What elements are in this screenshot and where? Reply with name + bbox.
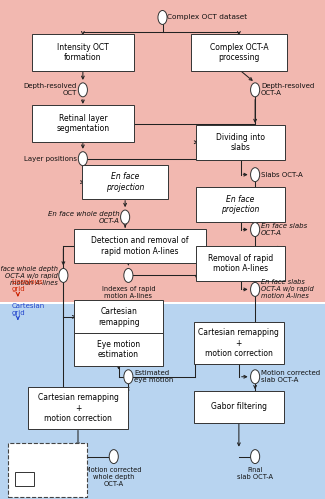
Text: Lissajous
grid: Lissajous grid	[11, 279, 43, 292]
Text: Data: Data	[32, 457, 49, 463]
FancyBboxPatch shape	[8, 443, 87, 497]
Text: Indexes of rapid
motion A-lines: Indexes of rapid motion A-lines	[101, 286, 155, 299]
Circle shape	[109, 450, 118, 464]
Text: Motion corrected
slab OCT-A: Motion corrected slab OCT-A	[261, 370, 320, 383]
Text: Depth-resolved
OCT-A: Depth-resolved OCT-A	[261, 83, 314, 96]
Circle shape	[251, 168, 260, 182]
FancyBboxPatch shape	[15, 472, 34, 486]
Circle shape	[251, 370, 260, 384]
Text: Complex OCT dataset: Complex OCT dataset	[167, 14, 248, 20]
Text: En face
projection: En face projection	[221, 195, 260, 214]
Circle shape	[59, 268, 68, 282]
FancyBboxPatch shape	[196, 187, 285, 222]
Text: En face
projection: En face projection	[106, 173, 144, 192]
Text: En face slabs
OCT-A: En face slabs OCT-A	[261, 223, 307, 236]
Bar	[0, 0, 325, 302]
Text: Layer positions: Layer positions	[24, 156, 77, 162]
Text: Cartesian remapping
+
motion correction: Cartesian remapping + motion correction	[38, 393, 118, 423]
Text: Cartesian
grid: Cartesian grid	[11, 303, 45, 316]
Circle shape	[124, 370, 133, 384]
Circle shape	[20, 454, 29, 467]
Text: Dividing into
slabs: Dividing into slabs	[216, 133, 265, 152]
Text: Process: Process	[32, 476, 59, 482]
Circle shape	[78, 83, 87, 97]
Text: Cartesian remapping
+
motion correction: Cartesian remapping + motion correction	[199, 328, 279, 358]
Text: Slabs OCT-A: Slabs OCT-A	[261, 172, 303, 178]
Text: Final
slab OCT-A: Final slab OCT-A	[237, 467, 273, 480]
Text: Removal of rapid
motion A-lines: Removal of rapid motion A-lines	[208, 254, 273, 273]
Circle shape	[251, 450, 260, 464]
Text: Intensity OCT
formation: Intensity OCT formation	[57, 43, 109, 62]
FancyBboxPatch shape	[32, 34, 134, 71]
Circle shape	[158, 10, 167, 24]
Circle shape	[251, 83, 260, 97]
FancyBboxPatch shape	[196, 247, 285, 280]
Text: Retinal layer
segmentation: Retinal layer segmentation	[56, 114, 110, 133]
Text: Complex OCT-A
processing: Complex OCT-A processing	[210, 43, 268, 62]
FancyBboxPatch shape	[191, 34, 287, 71]
FancyBboxPatch shape	[194, 322, 284, 364]
FancyBboxPatch shape	[32, 105, 134, 142]
Text: Motion corrected
whole depth
OCT-A: Motion corrected whole depth OCT-A	[85, 467, 142, 487]
FancyBboxPatch shape	[74, 229, 206, 263]
Text: Estimated
eye motion: Estimated eye motion	[134, 370, 174, 383]
Circle shape	[121, 210, 130, 224]
Circle shape	[124, 268, 133, 282]
Text: Eye motion
estimation: Eye motion estimation	[97, 340, 140, 359]
Circle shape	[251, 282, 260, 296]
Text: En face slabs
OCT-A w/o rapid
motion A-lines: En face slabs OCT-A w/o rapid motion A-l…	[261, 279, 314, 299]
FancyBboxPatch shape	[82, 165, 168, 200]
Text: Depth-resolved
OCT: Depth-resolved OCT	[24, 83, 77, 96]
Text: En face whole depth
OCT-A w/o rapid
motion A-lines: En face whole depth OCT-A w/o rapid moti…	[0, 265, 58, 285]
FancyBboxPatch shape	[194, 391, 284, 423]
FancyBboxPatch shape	[28, 387, 128, 429]
Text: En face whole depth
OCT-A: En face whole depth OCT-A	[47, 211, 119, 224]
Text: Gabor filtering: Gabor filtering	[211, 402, 267, 411]
Text: Cartesian
remapping: Cartesian remapping	[98, 307, 139, 326]
Circle shape	[78, 152, 87, 166]
FancyBboxPatch shape	[196, 125, 285, 160]
Circle shape	[251, 223, 260, 237]
FancyBboxPatch shape	[74, 300, 163, 333]
FancyBboxPatch shape	[74, 333, 163, 366]
Text: Detection and removal of
rapid motion A-lines: Detection and removal of rapid motion A-…	[91, 237, 188, 255]
Bar	[0, 304, 325, 499]
